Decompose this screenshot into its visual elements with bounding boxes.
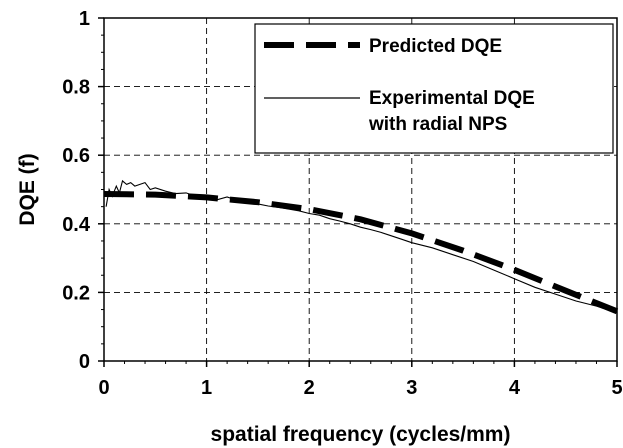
y-tick-label-4: 0.8 — [62, 77, 90, 99]
grid — [104, 18, 617, 361]
axis-ticks — [98, 17, 618, 367]
y-tick-label-2: 0.4 — [62, 214, 91, 236]
x-tick-label-4: 4 — [509, 377, 521, 399]
tick-labels: 0 1 2 3 4 5 0 0.2 0.4 0.6 0.8 1 — [62, 8, 622, 399]
legend-label-predicted: Predicted DQE — [369, 36, 502, 57]
x-tick-label-1: 1 — [201, 377, 212, 399]
series-lines — [103, 179, 619, 315]
series-line-experimental — [105, 179, 618, 314]
legend-label-experimental-line2: with radial NPS — [368, 114, 507, 135]
x-tick-label-3: 3 — [406, 377, 417, 399]
x-tick-label-2: 2 — [304, 377, 315, 399]
legend: Predicted DQE Experimental DQE with radi… — [254, 23, 614, 154]
y-tick-label-1: 0.2 — [62, 282, 90, 304]
y-tick-label-5: 1 — [79, 8, 90, 30]
x-tick-label-5: 5 — [611, 377, 622, 399]
legend-label-experimental-line1: Experimental DQE — [369, 88, 535, 109]
y-axis-title: DQE (f) — [16, 153, 39, 225]
y-tick-label-3: 0.6 — [62, 145, 90, 167]
y-tick-label-0: 0 — [79, 351, 90, 373]
series-line-predicted — [103, 191, 619, 315]
x-axis-title: spatial frequency (cycles/mm) — [211, 423, 511, 446]
x-tick-label-0: 0 — [98, 377, 109, 399]
